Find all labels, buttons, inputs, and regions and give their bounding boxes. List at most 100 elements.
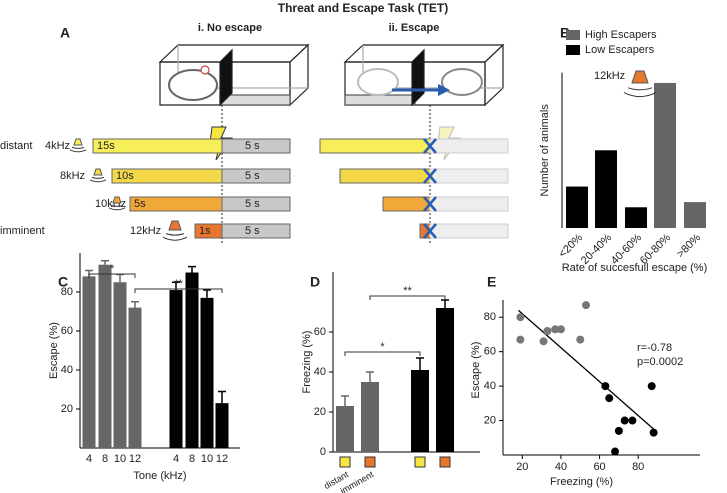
cue-bar xyxy=(339,168,431,184)
y-tick-label: 40 xyxy=(314,366,326,378)
significance-bracket xyxy=(134,288,223,293)
bar xyxy=(411,370,429,452)
point xyxy=(516,313,525,322)
cue-bar xyxy=(382,196,431,212)
y-tick-label: 20 xyxy=(61,403,73,415)
significance-bracket xyxy=(88,273,136,278)
point xyxy=(543,327,552,335)
annotation: r=-0.78 xyxy=(637,342,672,354)
cue-label: 15s xyxy=(97,140,115,152)
bar xyxy=(169,290,183,448)
shock-bar xyxy=(221,168,291,184)
significance-bracket xyxy=(344,351,421,356)
bar xyxy=(113,282,127,448)
x-tick-label: 60 xyxy=(593,461,605,473)
sound-wave xyxy=(165,233,185,236)
legend-swatch xyxy=(566,45,580,55)
x-tick-label: 40 xyxy=(555,461,567,473)
significance-label: ** xyxy=(174,278,183,290)
y-axis-label: Escape (%) xyxy=(470,342,482,399)
cue-label: 1s xyxy=(199,225,211,237)
sound-wave xyxy=(162,236,188,241)
figure-title: Threat and Escape Task (TET) xyxy=(278,1,449,15)
error-bar xyxy=(188,265,196,273)
point xyxy=(551,325,560,334)
x-tick-label: 4 xyxy=(173,453,179,465)
bar xyxy=(215,403,229,448)
panel-label: C xyxy=(58,274,68,290)
escape-mark xyxy=(423,168,437,184)
x-tick-label: 80 xyxy=(632,461,644,473)
x-tick-label: >80% xyxy=(675,232,704,261)
bar xyxy=(361,382,379,452)
tone-marker xyxy=(339,456,351,468)
legend-swatch xyxy=(566,30,580,40)
column-title: i. No escape xyxy=(198,22,262,34)
sound-wave xyxy=(69,149,87,153)
speaker-icon xyxy=(93,168,103,176)
y-axis-label: Escape (%) xyxy=(48,322,60,379)
shock-bar xyxy=(221,196,291,212)
point xyxy=(605,394,614,403)
escape-mark xyxy=(423,196,437,212)
bar xyxy=(654,82,676,229)
shock-label: 5 s xyxy=(245,198,260,210)
shock-label: 5 s xyxy=(245,225,260,237)
sound-wave xyxy=(71,146,85,149)
sound-wave xyxy=(91,176,105,179)
annotation: 12kHz xyxy=(594,70,625,82)
x-tick-label: 12 xyxy=(216,453,228,465)
tone-label: 12kHz xyxy=(130,225,161,237)
tone-label: 4kHz xyxy=(45,140,70,152)
bar xyxy=(185,272,199,448)
error-bar xyxy=(131,301,139,308)
speaker-icon xyxy=(73,138,83,146)
error-bar xyxy=(366,371,374,382)
bar xyxy=(98,264,112,448)
bar xyxy=(566,186,588,228)
error-bar xyxy=(101,260,109,265)
shock-bar xyxy=(429,168,509,184)
point xyxy=(576,335,585,344)
annotation: p=0.0002 xyxy=(637,356,683,368)
legend-label: Low Escapers xyxy=(585,44,655,56)
error-bar xyxy=(116,273,124,283)
cue-bar xyxy=(319,138,431,154)
y-tick-label: 60 xyxy=(61,325,73,337)
y-axis-label: Freezing (%) xyxy=(301,331,313,394)
bar xyxy=(436,308,454,452)
tone-marker xyxy=(439,456,451,468)
tone-marker xyxy=(414,456,426,468)
point xyxy=(647,382,656,391)
point xyxy=(539,337,548,346)
panel-label: B xyxy=(560,25,570,41)
significance-label: * xyxy=(380,341,385,353)
significance-bracket xyxy=(369,295,446,300)
x-tick-label: 20 xyxy=(516,461,528,473)
sound-wave xyxy=(110,204,124,207)
bar xyxy=(625,207,647,228)
y-tick-label: 80 xyxy=(484,311,496,323)
error-bar xyxy=(218,390,226,404)
y-tick-label: 20 xyxy=(314,406,326,418)
x-tick-label: 12 xyxy=(129,453,141,465)
y-tick-label: 0 xyxy=(320,446,326,458)
speaker-icon xyxy=(112,196,122,204)
bar xyxy=(336,406,354,452)
y-tick-label: 40 xyxy=(484,380,496,392)
point xyxy=(582,301,591,310)
shock-bar xyxy=(429,196,509,212)
trend-line xyxy=(518,309,655,430)
x-axis-label: Tone (kHz) xyxy=(133,470,186,482)
shock-label: 5 s xyxy=(245,140,260,152)
x-tick-label: 10 xyxy=(114,453,126,465)
tone-label: 8kHz xyxy=(60,170,85,182)
shock-label: 5 s xyxy=(245,170,260,182)
bar xyxy=(200,297,214,448)
error-bar xyxy=(416,357,424,370)
bar xyxy=(82,276,96,448)
y-tick-label: 80 xyxy=(61,286,73,298)
error-bar xyxy=(203,289,211,298)
legend-label: High Escapers xyxy=(585,29,657,41)
